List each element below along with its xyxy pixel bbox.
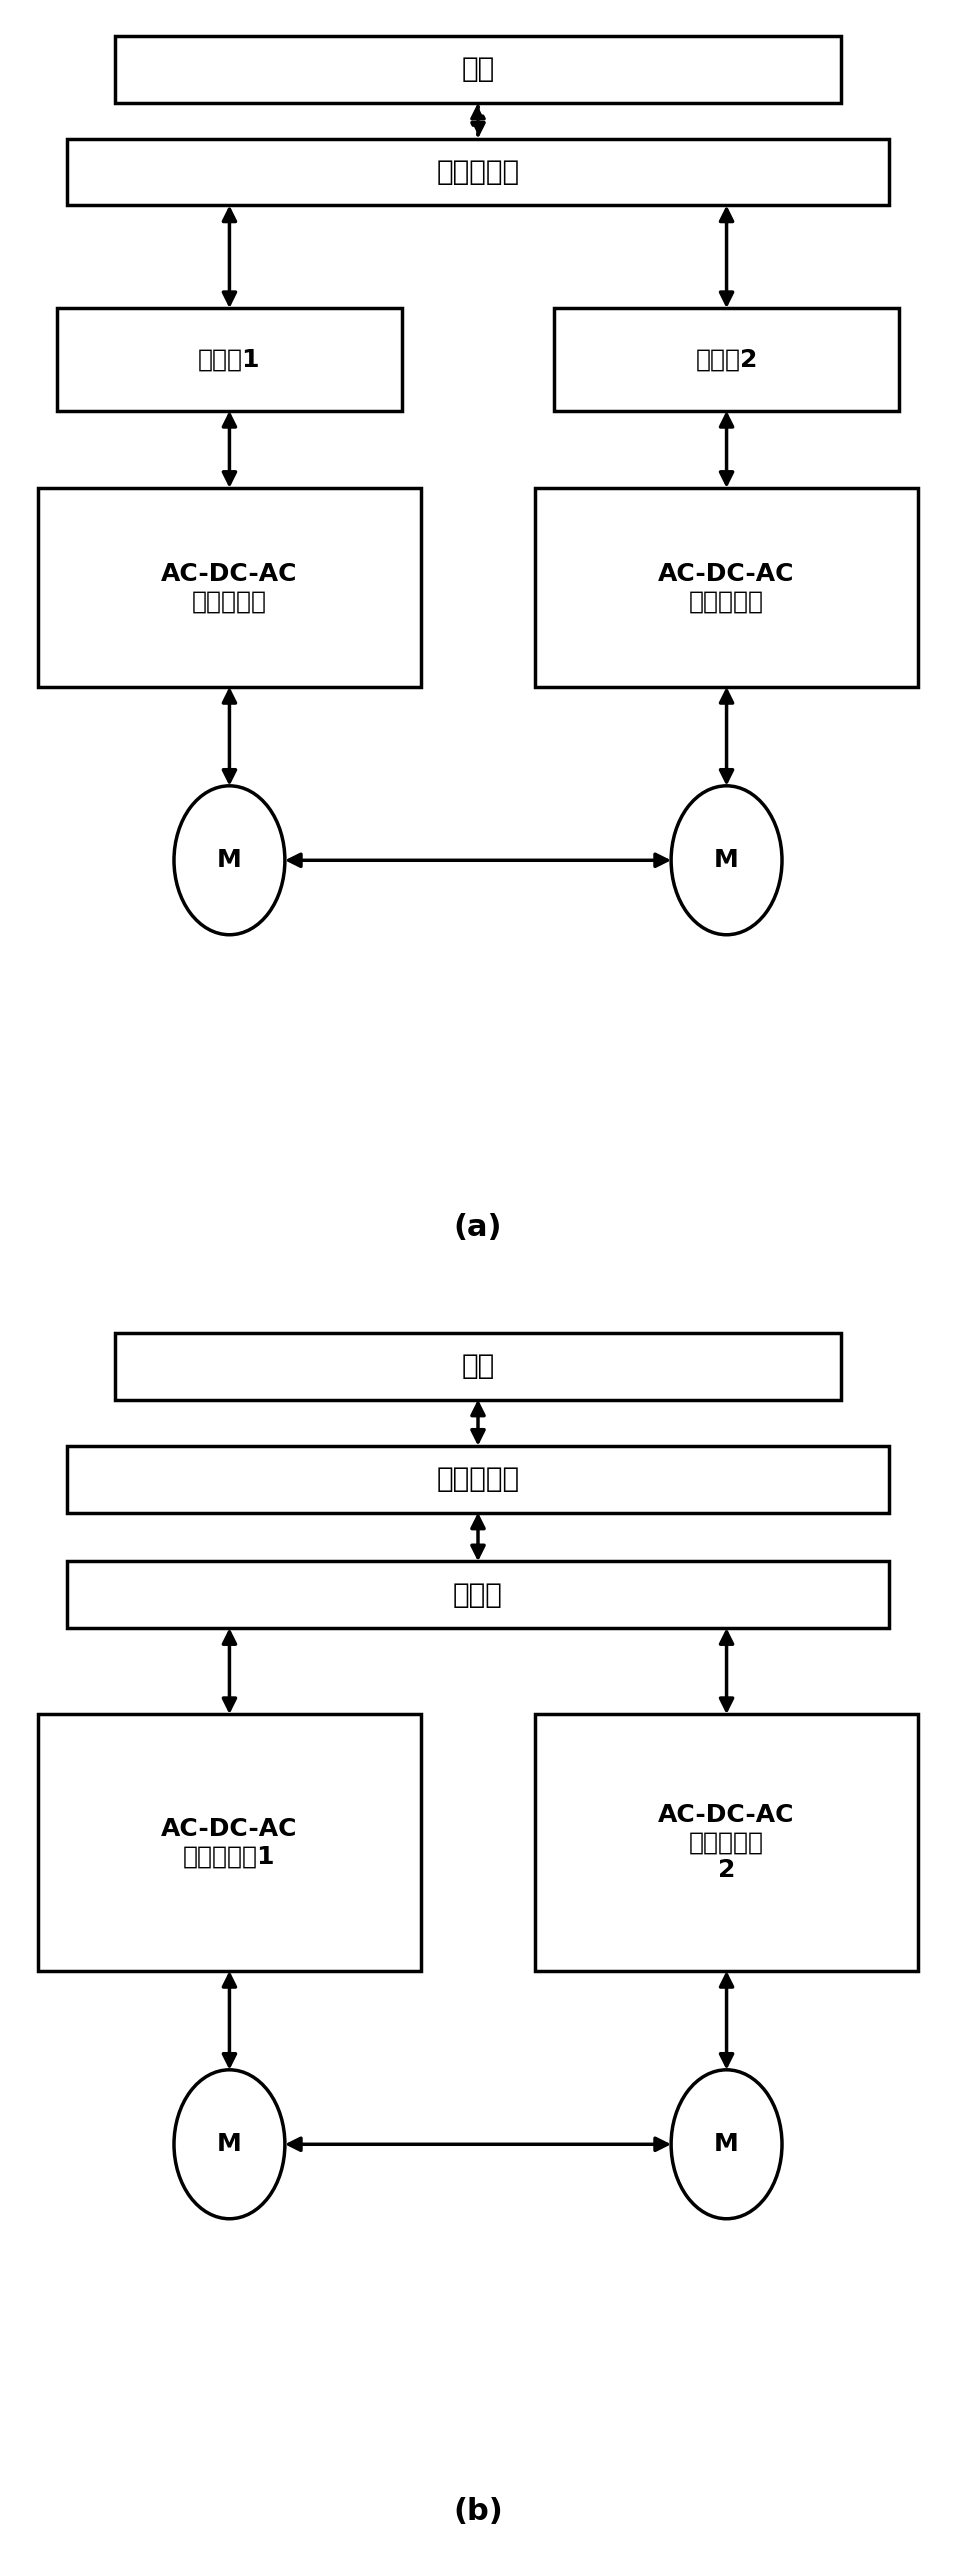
Bar <box>38 488 421 688</box>
Text: AC-DC-AC
被试变频器1: AC-DC-AC 被试变频器1 <box>162 1816 297 1870</box>
Text: M: M <box>217 2131 242 2157</box>
Text: AC-DC-AC
被试变频器
2: AC-DC-AC 被试变频器 2 <box>659 1803 794 1882</box>
Bar <box>67 139 889 205</box>
Bar <box>535 488 918 688</box>
Text: 变压器2: 变压器2 <box>695 347 758 372</box>
Text: 变压器: 变压器 <box>453 1582 503 1608</box>
Text: M: M <box>714 847 739 873</box>
Bar <box>38 1715 421 1972</box>
Bar <box>535 1715 918 1972</box>
Text: M: M <box>714 2131 739 2157</box>
Circle shape <box>671 786 782 935</box>
Bar <box>57 308 402 411</box>
Text: 升压变压器: 升压变压器 <box>437 1466 519 1492</box>
Text: 变压器1: 变压器1 <box>198 347 261 372</box>
Bar <box>115 36 841 103</box>
Text: 升压变压器: 升压变压器 <box>437 159 519 185</box>
Circle shape <box>671 2070 782 2219</box>
Bar <box>115 1333 841 1400</box>
Text: 电网: 电网 <box>462 56 494 82</box>
Text: (a): (a) <box>454 1212 502 1243</box>
Circle shape <box>174 786 285 935</box>
Text: M: M <box>217 847 242 873</box>
Bar <box>67 1446 889 1513</box>
Text: (b): (b) <box>453 2496 503 2527</box>
Bar <box>67 1561 889 1628</box>
Text: 电网: 电网 <box>462 1353 494 1379</box>
Text: AC-DC-AC
被试变频器: AC-DC-AC 被试变频器 <box>659 562 794 614</box>
Bar <box>554 308 899 411</box>
Text: AC-DC-AC
陪试变频器: AC-DC-AC 陪试变频器 <box>162 562 297 614</box>
Circle shape <box>174 2070 285 2219</box>
